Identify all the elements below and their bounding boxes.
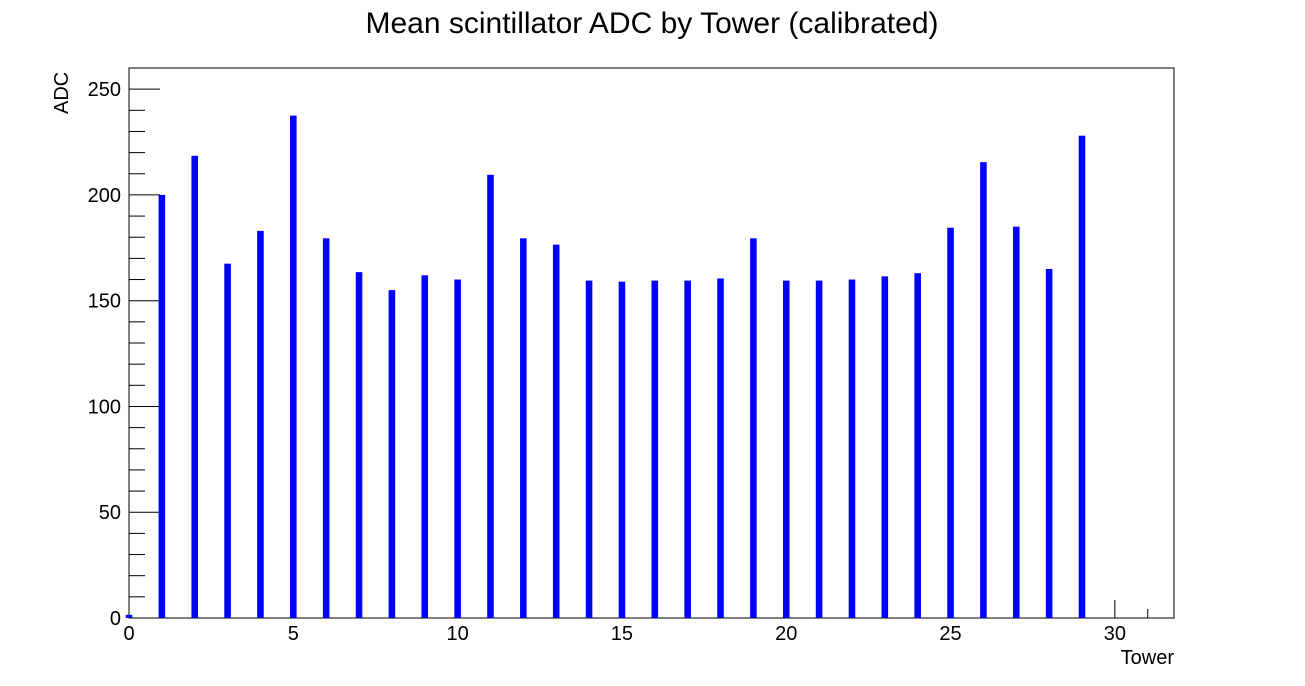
tick-labels: 0 50 100 150 200 250 0 5 10 15 20 25 30 [88,79,1126,645]
x-tick-label: 15 [611,623,633,645]
bar [1045,268,1053,618]
bar [552,244,560,618]
bar [881,276,889,618]
bar [487,174,494,619]
bar [388,290,396,618]
x-tick-label: 20 [775,623,797,645]
bar [421,275,429,618]
x-tick-label: 25 [939,623,961,645]
y-tick-label: 100 [88,396,121,418]
y-tick-label: 200 [88,185,121,207]
bars [125,115,1086,619]
bar [1012,226,1020,618]
x-tick-label: 30 [1104,623,1126,645]
bar [158,194,166,618]
x-tick-label: 5 [288,623,299,645]
bar [980,162,987,618]
bar [322,238,330,619]
bar [848,279,856,618]
y-tick-label: 250 [88,79,121,101]
x-tick-label: 0 [123,623,134,645]
bar [125,614,133,618]
bar [257,230,264,618]
x-tick-label: 10 [446,623,468,645]
bar [290,115,297,618]
bar [454,279,461,618]
y-tick-label: 0 [110,608,121,630]
bar [815,280,823,618]
y-axis-label: ADC [51,72,73,114]
y-tick-label: 50 [99,502,121,524]
bar [684,280,691,618]
bar [782,280,790,618]
bar [520,238,527,619]
bar [618,281,626,618]
bar [1078,135,1086,618]
bar [191,155,199,619]
x-axis-label: Tower [1121,647,1175,669]
bar [717,278,724,618]
bar [585,280,593,618]
chart-title: Mean scintillator ADC by Tower (calibrat… [365,7,938,40]
bar [224,263,231,618]
bar [355,272,363,618]
axis-ticks [128,67,1149,619]
bar [914,273,921,618]
bar [750,238,757,619]
bar [947,227,954,618]
y-tick-label: 150 [88,291,121,313]
bar [651,280,659,618]
